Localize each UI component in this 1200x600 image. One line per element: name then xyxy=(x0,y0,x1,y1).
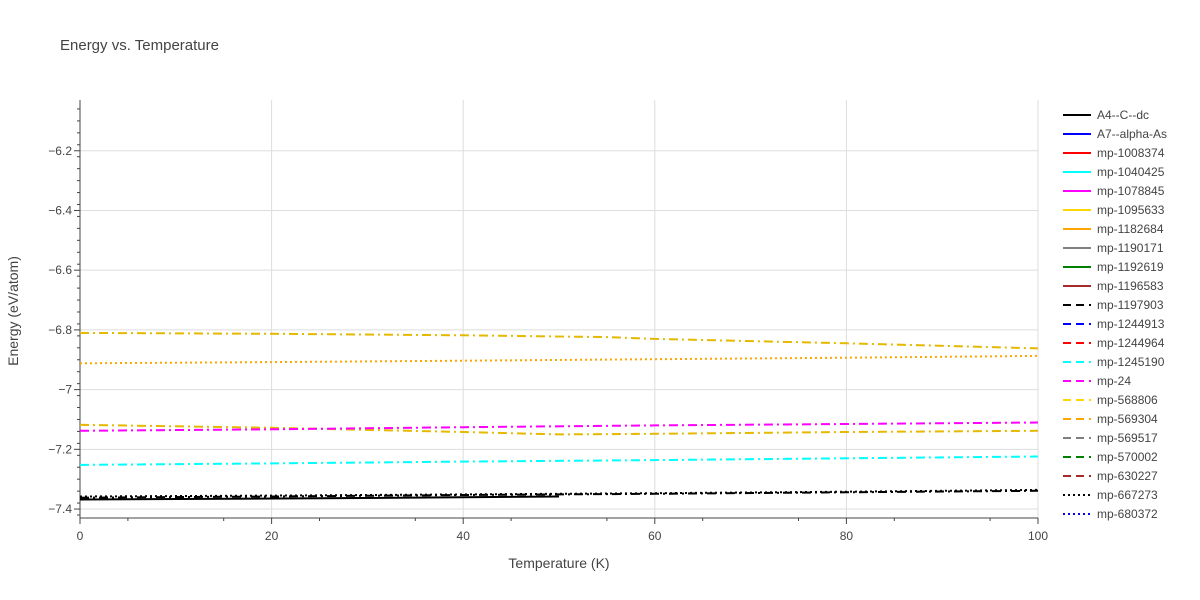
legend-label: mp-1095633 xyxy=(1097,203,1165,217)
legend-label: mp-1190171 xyxy=(1097,241,1164,255)
y-tick-label: −7.4 xyxy=(48,502,72,516)
legend-label: mp-1008374 xyxy=(1097,146,1165,160)
legend-label: mp-569517 xyxy=(1097,431,1158,445)
y-tick-label: −6.4 xyxy=(48,203,72,217)
series-line-mp-667273 xyxy=(79,488,1039,498)
x-tick-label: 40 xyxy=(457,529,471,543)
y-tick-label: −7 xyxy=(58,383,72,397)
legend-label: A4--C--dc xyxy=(1097,108,1149,122)
x-axis-title: Temperature (K) xyxy=(508,555,609,571)
y-tick-label: −7.2 xyxy=(48,442,72,456)
legend-label: mp-680372 xyxy=(1097,507,1158,521)
legend-label: mp-1192619 xyxy=(1097,260,1164,274)
legend-label: mp-667273 xyxy=(1097,488,1158,502)
legend-label: mp-1196583 xyxy=(1097,279,1164,293)
series-line-A4--C--dc xyxy=(79,495,560,501)
legend-label: mp-1040425 xyxy=(1097,165,1165,179)
curve-3 xyxy=(79,423,1039,436)
grid xyxy=(79,100,1039,518)
legend-label: mp-1182684 xyxy=(1097,222,1164,236)
legend: A4--C--dc A7--alpha-As mp-1008374 mp-104042… xyxy=(1063,108,1167,521)
curve-1 xyxy=(79,331,1039,350)
chart-title: Energy vs. Temperature xyxy=(60,37,219,54)
legend-label: mp-569304 xyxy=(1097,412,1158,426)
x-tick-label: 80 xyxy=(840,529,854,543)
legend-label: A7--alpha-As xyxy=(1097,127,1167,141)
curve-4 xyxy=(79,421,1039,432)
legend-label: mp-568806 xyxy=(1097,393,1158,407)
curve-5 xyxy=(79,455,1039,466)
y-axis-title: Energy (eV/atom) xyxy=(5,256,21,366)
curve-2 xyxy=(79,354,1039,365)
legend-label: mp-1244913 xyxy=(1097,317,1165,331)
curve-6 xyxy=(79,489,1039,499)
x-tick-label: 0 xyxy=(77,529,84,543)
x-tick-label: 20 xyxy=(265,529,279,543)
plot-area xyxy=(79,331,1039,501)
y-tick-label: −6.8 xyxy=(48,323,72,337)
x-tick-label: 60 xyxy=(648,529,662,543)
y-tick-label: −6.6 xyxy=(48,263,72,277)
legend-label: mp-1244964 xyxy=(1097,336,1165,350)
legend-label: mp-630227 xyxy=(1097,469,1158,483)
y-tick-label: −6.2 xyxy=(48,144,72,158)
legend-label: mp-24 xyxy=(1097,374,1131,388)
legend-label: mp-1078845 xyxy=(1097,184,1165,198)
axes: 0 20 40 60 80 100 −7.4 −7.2 −7 −6.8 −6.6 −6.4 −6.2 xyxy=(48,100,1048,543)
x-tick-label: 100 xyxy=(1028,529,1048,543)
legend-label: mp-1197903 xyxy=(1097,298,1164,312)
legend-label: mp-570002 xyxy=(1097,450,1158,464)
legend-label: mp-1245190 xyxy=(1097,355,1165,369)
